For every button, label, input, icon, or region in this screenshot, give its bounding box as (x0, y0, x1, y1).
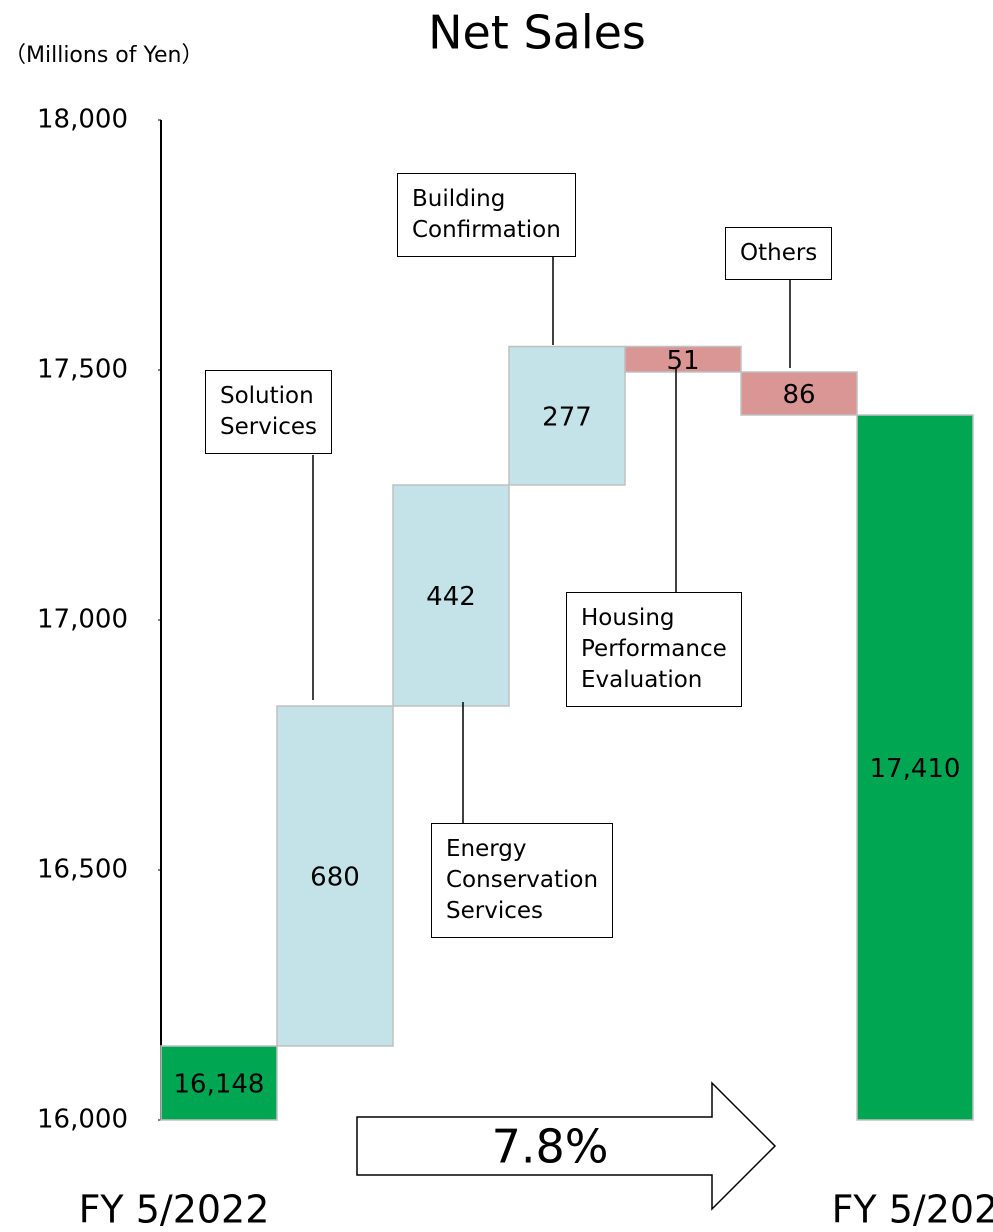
value-label: 680 (310, 863, 360, 893)
y-tick-label: 16,000 (37, 1105, 128, 1135)
x-tick-label: FY 5/2022 (79, 1188, 270, 1232)
y-axis-label: （Millions of Yen） (4, 43, 203, 68)
y-tick-label: 17,000 (37, 605, 128, 635)
bar (276, 705, 394, 1047)
bar (856, 414, 974, 1121)
category-callout: Building Confirmation (397, 173, 576, 257)
bar (160, 1045, 278, 1121)
y-tick-label: 17,500 (37, 355, 128, 385)
bar (392, 484, 510, 707)
bar (624, 345, 742, 373)
value-label: 17,410 (870, 754, 961, 784)
category-callout: Solution Services (205, 370, 332, 454)
x-tick-label: FY 5/2023 (832, 1188, 993, 1232)
category-callout: Energy Conservation Services (431, 823, 614, 938)
value-label: 277 (542, 402, 592, 432)
bar (740, 371, 858, 416)
y-tick-label: 18,000 (37, 105, 128, 135)
y-tick-label: 16,500 (37, 855, 128, 885)
growth-arrow (356, 1081, 777, 1211)
growth-annotation: 7.8% (492, 1120, 609, 1174)
category-callout: Housing Performance Evaluation (566, 592, 742, 707)
category-callout: Others (725, 227, 833, 280)
value-label: 51 (666, 346, 699, 376)
value-label: 442 (426, 582, 476, 612)
bar (508, 345, 626, 486)
value-label: 16,148 (174, 1070, 265, 1100)
value-label: 86 (782, 380, 815, 410)
chart-title: Net Sales (428, 6, 646, 60)
